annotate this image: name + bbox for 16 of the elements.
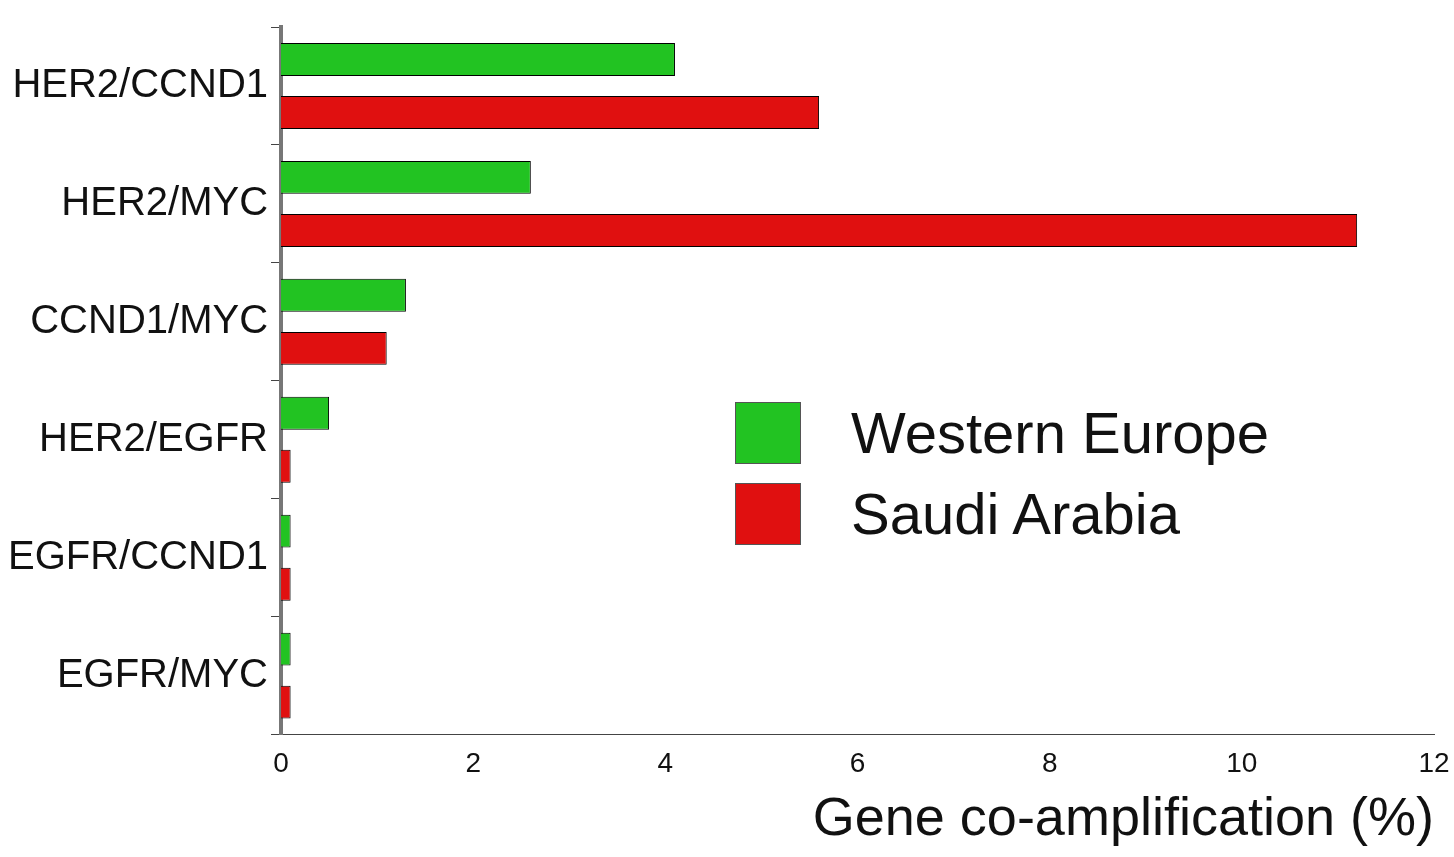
x-tick-label: 0	[273, 747, 289, 779]
legend-label: Western Europe	[851, 399, 1270, 466]
y-tick-label: EGFR/MYC	[56, 650, 269, 695]
x-tick-label: 12	[1418, 747, 1450, 779]
x-tick-label: 10	[1226, 747, 1258, 779]
y-tick-label: EGFR/CCND1	[7, 532, 269, 577]
x-axis-title: Gene co-amplification (%)	[812, 786, 1434, 847]
y-tick-label: HER2/CCND1	[12, 61, 269, 105]
y-tick-label: CCND1/MYC	[30, 296, 269, 341]
y-tick-label: HER2/EGFR	[39, 414, 269, 459]
y-tick-label: HER2/MYC	[61, 178, 269, 223]
x-tick-label: 8	[1041, 747, 1058, 779]
x-tick-label: 4	[657, 747, 674, 779]
legend-label: Saudi Arabia	[851, 480, 1180, 547]
x-tick-label: 2	[465, 747, 481, 779]
x-tick-label: 6	[849, 747, 866, 779]
